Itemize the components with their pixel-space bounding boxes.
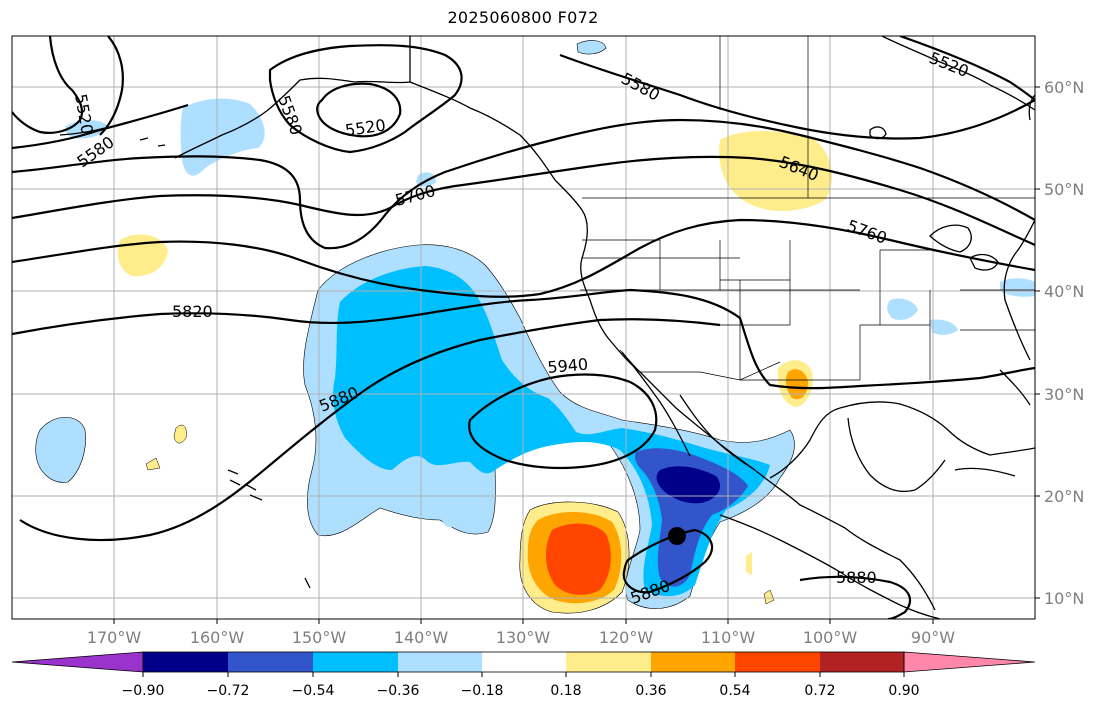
lon-label-140w: 140°W: [394, 628, 449, 647]
contour-5520-left-b: [99, 36, 124, 136]
colorbar-segment: [820, 652, 904, 672]
contour-5580-arc: [268, 44, 463, 154]
colorbar: −0.90 −0.72 −0.54 −0.36 −0.18 0.18 0.36 …: [11, 651, 1036, 699]
positive-anomaly-tiny-3: [763, 589, 775, 605]
negative-anomaly-area-mid: [333, 266, 770, 597]
colorbar-segment: [228, 652, 313, 672]
negative-anomaly-small-1: [35, 417, 86, 483]
negative-anomaly-area-max: [656, 466, 721, 504]
contour-label: 5880: [836, 568, 877, 587]
colorbar-tick-label: −0.36: [377, 683, 420, 699]
positive-anomaly-canada: [719, 131, 833, 212]
latitude-labels: 60°N 50°N 40°N 30°N 20°N 10°N: [1035, 78, 1084, 608]
lon-label-120w: 120°W: [599, 628, 654, 647]
contour-5760: [12, 218, 1035, 298]
colorbar-tick-label: 0.72: [804, 683, 835, 699]
height-contours: [12, 36, 1035, 619]
colorbar-segment: [735, 652, 820, 672]
lon-label-100w: 100°W: [803, 628, 858, 647]
contour-5880-right: [799, 575, 912, 619]
colorbar-tick-label: −0.90: [122, 683, 165, 699]
positive-anomaly-tiny-2: [145, 457, 161, 471]
map-panel[interactable]: 5520 5580 5520 5580 5580 5520 5640 5700 …: [12, 36, 1035, 619]
lon-label-150w: 150°W: [292, 628, 347, 647]
colorbar-max-extend: [903, 651, 1036, 673]
lat-label-50n: 50°N: [1044, 180, 1084, 199]
positive-anomaly-tiny-1: [173, 424, 187, 444]
negative-anomaly-small-5: [887, 298, 918, 320]
lon-label-160w: 160°W: [190, 628, 245, 647]
colorbar-segment: [651, 652, 735, 672]
contour-5880: [19, 318, 721, 542]
lat-label-30n: 30°N: [1044, 385, 1084, 404]
colorbar-tick-label: −0.18: [461, 683, 504, 699]
lon-label-110w: 110°W: [701, 628, 756, 647]
colorbar-min-extend: [11, 651, 144, 673]
lat-label-40n: 40°N: [1044, 282, 1084, 301]
coastlines: [59, 36, 1035, 619]
colorbar-tick-label: 0.36: [635, 683, 666, 699]
contour-5520-low: [316, 82, 402, 138]
colorbar-tick-label: −0.72: [207, 683, 250, 699]
positive-anomaly-texas-mid: [785, 369, 808, 400]
colorbar-segment: [398, 652, 482, 672]
colorbar-segment: [482, 652, 566, 672]
lon-label-130w: 130°W: [496, 628, 551, 647]
contour-5580-canada: [559, 53, 1035, 140]
colorbar-ticks: [142, 672, 905, 677]
colorbar-tick-label: 0.18: [550, 683, 581, 699]
contour-label: 5820: [172, 302, 213, 321]
lon-label-170w: 170°W: [87, 628, 142, 647]
colorbar-tick-label: 0.90: [888, 683, 919, 699]
colorbar-tick-label: −0.54: [292, 683, 335, 699]
colorbar-segment: [143, 652, 228, 672]
contour-5520-east: [899, 36, 1035, 101]
contour-label: 5940: [547, 355, 589, 377]
graticule: [12, 36, 1035, 619]
colorbar-tick-label: 0.54: [719, 683, 750, 699]
colorbar-frame: [142, 651, 905, 673]
colorbar-segment: [313, 652, 398, 672]
lat-label-20n: 20°N: [1044, 487, 1084, 506]
lat-label-10n: 10°N: [1044, 589, 1084, 608]
lon-label-90w: 90°W: [911, 628, 955, 647]
contour-5820: [12, 288, 1035, 390]
positive-anomaly-area-strong: [545, 523, 611, 595]
negative-anomaly-small-9: [442, 510, 457, 528]
contour-5580-left: [12, 103, 189, 150]
shaded-fields: [35, 40, 1035, 614]
contour-5700: [12, 155, 1035, 247]
positive-anomaly-tiny-4: [746, 552, 752, 575]
contour-5940: [468, 373, 658, 470]
negative-anomaly-small-6: [930, 319, 958, 335]
negative-anomaly-small-4: [576, 40, 607, 55]
lat-label-60n: 60°N: [1044, 78, 1084, 97]
colorbar-segment: [566, 652, 651, 672]
storm-center-marker[interactable]: [668, 527, 686, 545]
political-borders: [580, 36, 1035, 381]
map-title: 2025060800 F072: [447, 8, 599, 27]
negative-anomaly-small-7: [1000, 278, 1035, 297]
contour-5520-left: [12, 36, 84, 134]
contour-5640-main: [12, 118, 1035, 250]
longitude-labels: 170°W 160°W 150°W 140°W 130°W 120°W 110°…: [87, 619, 955, 647]
